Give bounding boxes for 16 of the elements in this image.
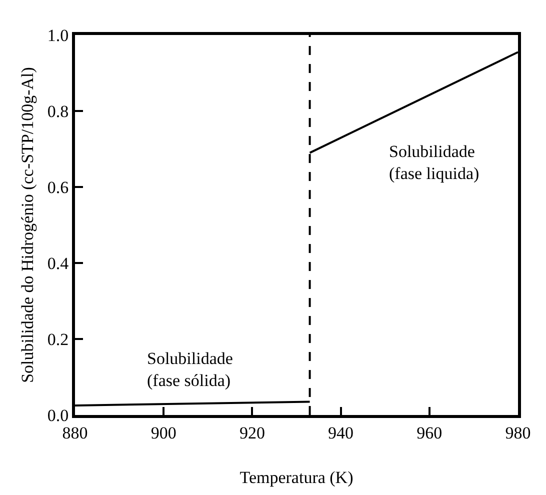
y-tick-label: 0.2 [47,330,69,349]
y-tick-label: 0.8 [47,102,69,121]
x-tick-label: 980 [505,423,531,442]
y-tick-label: 0.0 [47,406,69,425]
x-tick-label: 880 [62,423,88,442]
annotation: Solubilidade (fase liquida) [389,142,480,184]
y-tick-label: 0.6 [47,178,69,197]
y-tick-label: 0.4 [47,254,70,273]
x-tick-label: 960 [416,423,442,442]
x-axis-title: Temperatura (K) [240,468,354,487]
annotation: Solubilidade (fase sólida) [147,349,233,390]
x-tick-label: 900 [150,423,176,442]
y-tick-label: 1.0 [47,26,69,45]
x-tick-label: 920 [239,423,265,442]
y-axis-title: Solubilidade do Hidrogénio (cc-STP/100g-Al) [18,67,37,383]
x-tick-label: 940 [328,423,354,442]
